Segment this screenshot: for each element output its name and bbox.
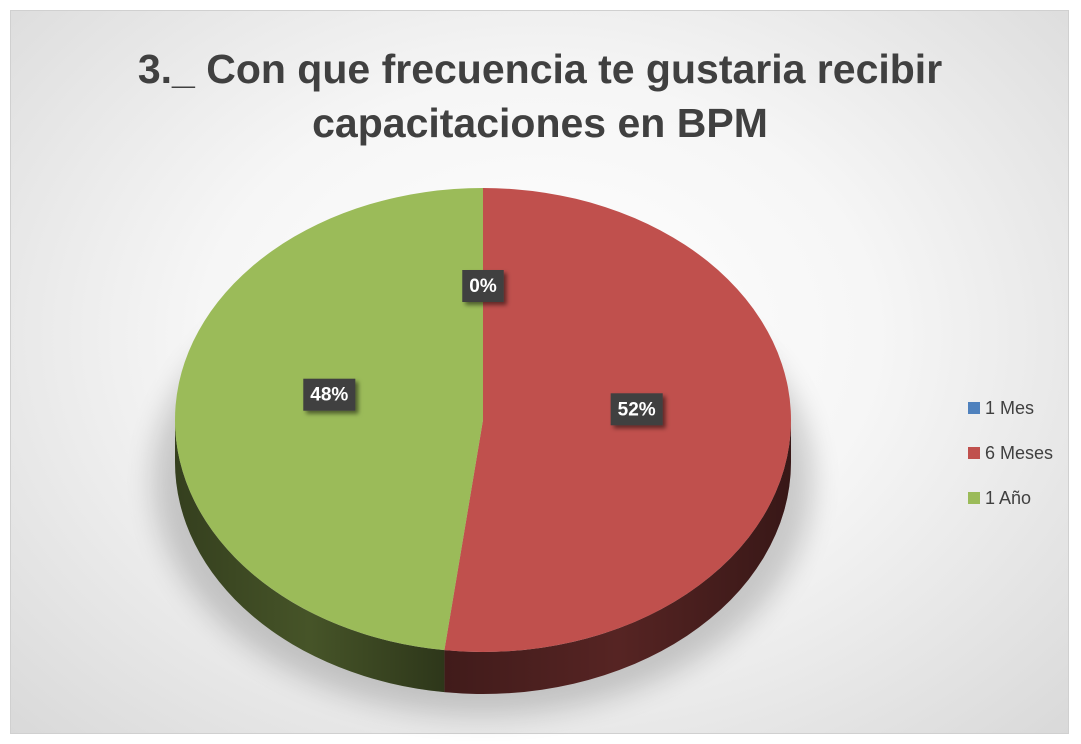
- legend-label: 6 Meses: [985, 443, 1053, 463]
- legend-swatch: [968, 402, 980, 414]
- legend: 1 Mes 6 Meses 1 Año: [968, 398, 1053, 508]
- data-label: 48%: [303, 378, 356, 411]
- data-label-box: [303, 378, 356, 411]
- legend-label: 1 Año: [985, 488, 1031, 508]
- pie-slice: [174, 188, 483, 651]
- data-label-text: 48%: [310, 385, 348, 406]
- pie-sides: [175, 420, 791, 694]
- legend-label: 1 Mes: [985, 398, 1034, 418]
- data-label-box: [610, 393, 663, 426]
- data-label-text: 0%: [469, 276, 497, 297]
- legend-swatch: [968, 492, 980, 504]
- chart-title: 3._ Con que frecuencia te gustaria recib…: [137, 46, 943, 146]
- pie-side-shade: [175, 420, 445, 693]
- data-label: 52%: [610, 393, 663, 426]
- legend-swatch: [968, 447, 980, 459]
- pie-tops: [174, 188, 791, 652]
- pie-side-shade: [444, 420, 791, 694]
- data-labels: 0% 52% 48%: [303, 270, 663, 426]
- data-label: 0%: [462, 270, 504, 302]
- data-label-box: [462, 270, 504, 302]
- data-label-text: 52%: [618, 399, 656, 420]
